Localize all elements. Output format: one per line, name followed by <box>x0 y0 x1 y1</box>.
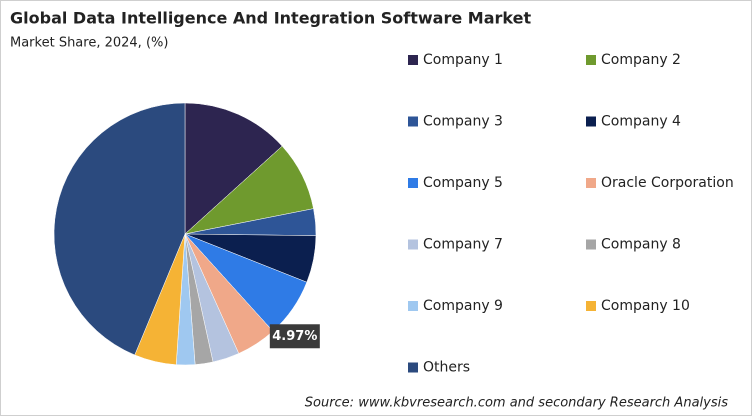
legend-swatch <box>408 116 418 127</box>
legend-swatch <box>408 301 418 311</box>
legend-label: Company 5 <box>423 175 503 191</box>
data-label: 4.97% <box>272 329 317 344</box>
legend-swatch <box>586 178 596 188</box>
legend-swatch <box>586 116 596 127</box>
legend-label: Company 8 <box>601 237 681 253</box>
legend-swatch <box>586 55 596 65</box>
chart-title: Global Data Intelligence And Integration… <box>10 9 531 28</box>
legend-swatch <box>408 362 418 373</box>
data-label-box <box>269 324 320 349</box>
pie-slice <box>184 102 283 235</box>
legend-label: Company 2 <box>601 52 681 68</box>
legend-label: Company 9 <box>423 298 503 314</box>
legend-label: Company 7 <box>423 237 503 253</box>
legend-label: Company 3 <box>423 114 503 130</box>
legend-label: Others <box>423 360 470 376</box>
legend-label: Company 10 <box>601 298 690 314</box>
legend-swatch <box>408 55 418 65</box>
legend-swatch <box>408 239 418 250</box>
pie-slice <box>53 102 186 356</box>
legend-label: Company 1 <box>423 52 503 68</box>
legend-swatch <box>408 178 418 188</box>
legend-label: Oracle Corporation <box>601 175 734 191</box>
legend-swatch <box>586 301 596 311</box>
legend-swatch <box>586 239 596 250</box>
chart-subtitle: Market Share, 2024, (%) <box>10 36 168 51</box>
source-note: Source: www.kbvresearch.com and secondar… <box>305 396 728 411</box>
legend-label: Company 4 <box>601 114 681 130</box>
